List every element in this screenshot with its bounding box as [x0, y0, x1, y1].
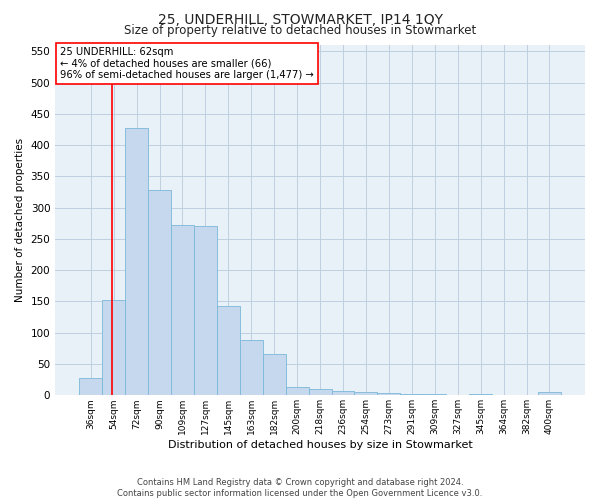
X-axis label: Distribution of detached houses by size in Stowmarket: Distribution of detached houses by size …: [168, 440, 472, 450]
Bar: [263, 354, 286, 396]
Bar: [377, 393, 400, 396]
Text: Contains HM Land Registry data © Crown copyright and database right 2024.
Contai: Contains HM Land Registry data © Crown c…: [118, 478, 482, 498]
Bar: [469, 394, 492, 396]
Bar: [125, 128, 148, 396]
Bar: [286, 387, 308, 396]
Bar: [515, 394, 538, 396]
Bar: [492, 394, 515, 396]
Bar: [148, 190, 171, 396]
Bar: [79, 378, 102, 396]
Bar: [538, 392, 561, 396]
Bar: [400, 394, 423, 396]
Bar: [240, 340, 263, 396]
Bar: [355, 392, 377, 396]
Y-axis label: Number of detached properties: Number of detached properties: [15, 138, 25, 302]
Bar: [446, 394, 469, 396]
Bar: [217, 306, 240, 396]
Bar: [308, 389, 332, 396]
Text: 25, UNDERHILL, STOWMARKET, IP14 1QY: 25, UNDERHILL, STOWMARKET, IP14 1QY: [157, 12, 443, 26]
Bar: [332, 391, 355, 396]
Text: 25 UNDERHILL: 62sqm
← 4% of detached houses are smaller (66)
96% of semi-detache: 25 UNDERHILL: 62sqm ← 4% of detached hou…: [61, 47, 314, 80]
Text: Size of property relative to detached houses in Stowmarket: Size of property relative to detached ho…: [124, 24, 476, 37]
Bar: [423, 394, 446, 396]
Bar: [171, 224, 194, 396]
Bar: [102, 300, 125, 396]
Bar: [194, 226, 217, 396]
